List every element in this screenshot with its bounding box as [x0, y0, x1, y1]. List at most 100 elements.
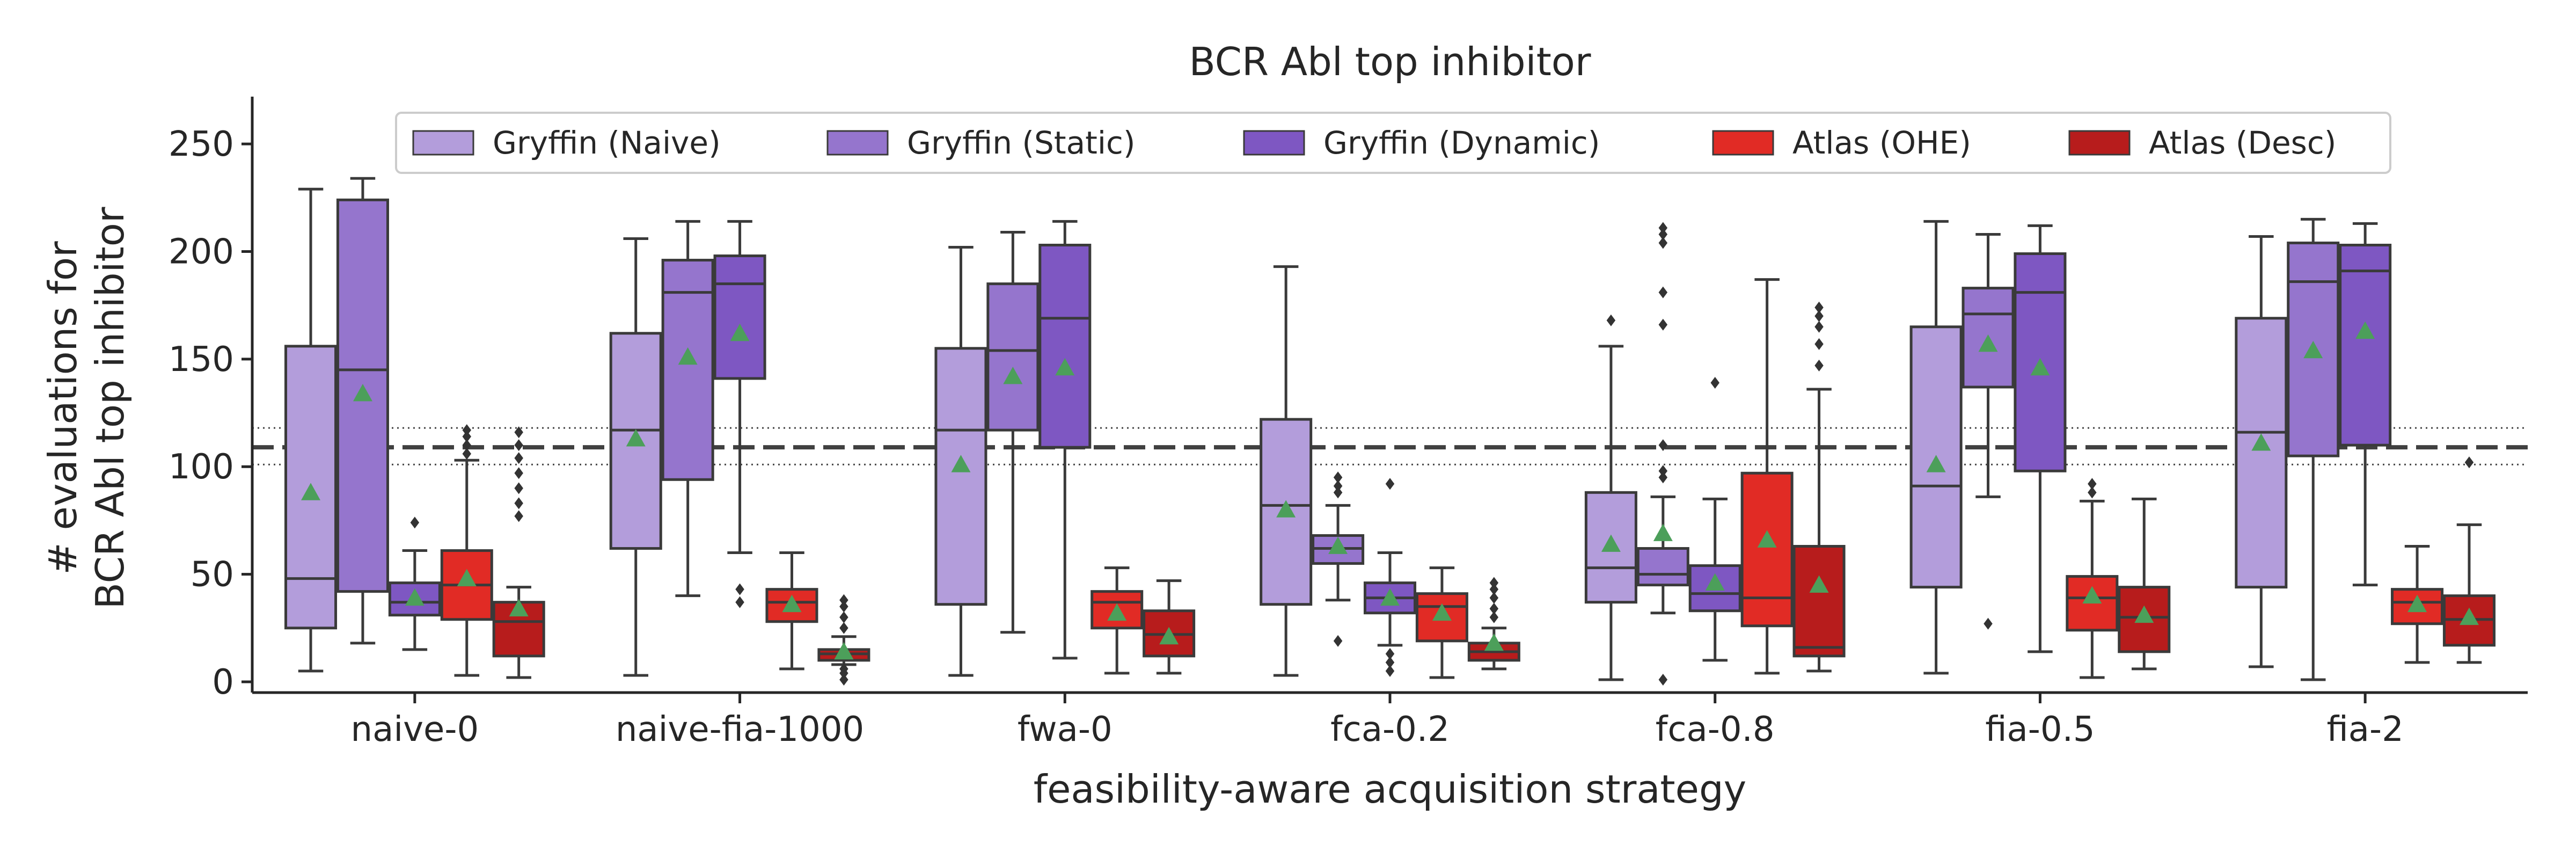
outlier-fca-0.8-1-7 [1658, 228, 1668, 241]
box-naive-fia-1000-1 [661, 259, 714, 481]
outlier-fca-0.2-4-2 [1489, 592, 1499, 604]
mean-marker-fwa-0-4 [1159, 627, 1179, 645]
outlier-fia-0.5-3-1 [2088, 478, 2097, 490]
legend-label-3: Atlas (OHE) [1792, 125, 1971, 161]
mean-marker-naive-0-4 [509, 599, 529, 617]
mean-marker-fwa-0-3 [1107, 603, 1127, 621]
outlier-fca-0.8-2-0 [1710, 376, 1719, 389]
outlier-fca-0.2-4-3 [1489, 583, 1499, 595]
legend-label-0: Gryffin (Naive) [493, 125, 721, 161]
outlier-fca-0.8-4-4 [1814, 301, 1824, 314]
outlier-fca-0.8-1-5 [1658, 286, 1668, 299]
mean-marker-fca-0.2-2 [1380, 588, 1400, 606]
mean-marker-fca-0.8-3 [1757, 530, 1777, 548]
outlier-fca-0.8-1-8 [1658, 222, 1668, 234]
box-fia-2-0 [2235, 317, 2288, 589]
mean-marker-fca-0.2-1 [1328, 536, 1348, 554]
box-naive-fia-1000-2 [713, 254, 766, 380]
legend-swatch-3 [1712, 130, 1774, 156]
x-tick-label-naive-0: naive-0 [351, 710, 479, 749]
mean-marker-fwa-0-2 [1055, 358, 1075, 376]
outlier-fca-0.2-2-2 [1385, 647, 1395, 660]
mean-marker-fia-2-0 [2251, 433, 2271, 451]
y-axis-label-line2: BCR Abl top inhibitor [87, 207, 133, 609]
legend-swatch-4 [2068, 130, 2131, 156]
y-tick-label-100: 100 [169, 447, 234, 487]
mean-marker-fca-0.8-2 [1705, 573, 1725, 591]
mean-marker-fia-0.5-1 [1978, 334, 1998, 352]
box-fia-2-2 [2339, 243, 2392, 447]
outlier-naive-fia-1000-4-3 [839, 622, 848, 634]
y-tick-label-50: 50 [191, 555, 234, 595]
outlier-fia-0.5-3-0 [2088, 486, 2097, 499]
mean-marker-naive-fia-1000-3 [782, 594, 802, 613]
outlier-naive-0-4-3 [514, 467, 523, 479]
outlier-fca-0.8-0-0 [1606, 314, 1616, 326]
mean-marker-naive-fia-1000-2 [730, 323, 750, 341]
mean-marker-fia-0.5-0 [1926, 455, 1946, 472]
mean-marker-fia-2-2 [2355, 321, 2375, 339]
outlier-naive-0-4-5 [514, 439, 523, 452]
mean-marker-fca-0.2-4 [1484, 633, 1504, 651]
outlier-fca-0.8-1-2 [1658, 465, 1668, 477]
legend-frame [395, 112, 2391, 174]
y-tick-label-150: 150 [169, 340, 234, 380]
box-fwa-0-1 [986, 282, 1040, 432]
chart-title: BCR Abl top inhibitor [1189, 39, 1591, 84]
outlier-fca-0.2-4-4 [1489, 577, 1499, 589]
mean-marker-fia-0.5-3 [2082, 586, 2102, 604]
outlier-fca-0.2-4-1 [1489, 602, 1499, 615]
x-tick-label-naive-fia-1000: naive-fia-1000 [616, 710, 864, 749]
legend-swatch-2 [1243, 130, 1305, 156]
mean-marker-naive-fia-1000-1 [678, 347, 698, 365]
legend-swatch-0 [412, 130, 474, 156]
outlier-naive-0-4-4 [514, 452, 523, 464]
outlier-fca-0.8-1-6 [1658, 237, 1668, 249]
x-axis-label: feasibility-aware acquisition strategy [1034, 767, 1747, 812]
outlier-fca-0.8-1-0 [1658, 673, 1668, 686]
legend-label-4: Atlas (Desc) [2149, 125, 2336, 161]
mean-marker-naive-0-2 [405, 588, 425, 606]
outlier-naive-fia-1000-4-2 [839, 663, 848, 675]
y-tick-label-200: 200 [169, 232, 234, 272]
outlier-naive-fia-1000-2-1 [735, 583, 744, 595]
outlier-fia-2-4-0 [2464, 456, 2474, 469]
outlier-fca-0.8-1-4 [1658, 318, 1668, 331]
box-naive-0-1 [336, 198, 389, 593]
x-tick-label-fia-0.5: fia-0.5 [1985, 710, 2095, 749]
outlier-fca-0.2-2-0 [1385, 665, 1395, 677]
legend-label-1: Gryffin (Static) [907, 125, 1135, 161]
mean-marker-fca-0.2-0 [1276, 500, 1296, 518]
outlier-naive-fia-1000-4-0 [839, 673, 848, 686]
y-tick-label-250: 250 [169, 125, 234, 164]
outlier-fca-0.2-2-3 [1385, 478, 1395, 490]
box-fca-0.8-3 [1740, 471, 1794, 628]
outlier-fca-0.2-1-3 [1333, 471, 1343, 484]
legend: Gryffin (Naive) Gryffin (Static) Gryffin (… [395, 112, 2391, 174]
outlier-fca-0.2-1-1 [1333, 486, 1343, 499]
mean-marker-naive-0-3 [457, 569, 477, 587]
mean-marker-naive-fia-1000-4 [834, 642, 854, 660]
outlier-fca-0.8-1-3 [1658, 439, 1668, 452]
x-tick-label-fca-0.2: fca-0.2 [1330, 710, 1450, 749]
outlier-naive-0-3-1 [462, 439, 472, 452]
mean-marker-fia-0.5-2 [2030, 358, 2050, 376]
box-fca-0.8-1 [1636, 547, 1689, 587]
x-tick-label-fwa-0: fwa-0 [1018, 710, 1113, 749]
mean-marker-fca-0.8-4 [1809, 575, 1829, 593]
legend-label-2: Gryffin (Dynamic) [1323, 125, 1600, 161]
outlier-naive-fia-1000-4-4 [839, 611, 848, 623]
box-fwa-0-2 [1038, 243, 1092, 449]
outlier-fca-0.2-4-0 [1489, 611, 1499, 623]
outlier-naive-0-4-2 [514, 482, 523, 494]
y-tick-label-0: 0 [212, 663, 234, 702]
outlier-fca-0.2-1-0 [1333, 635, 1343, 647]
mean-marker-naive-0-1 [353, 383, 372, 402]
box-fia-0.5-3 [2066, 575, 2119, 632]
outlier-naive-0-4-6 [514, 426, 523, 439]
box-fca-0.8-4 [1792, 545, 1846, 658]
mean-marker-fia-2-4 [2459, 607, 2479, 625]
mean-marker-fia-2-3 [2407, 594, 2427, 613]
outlier-fca-0.2-1-2 [1333, 480, 1343, 492]
